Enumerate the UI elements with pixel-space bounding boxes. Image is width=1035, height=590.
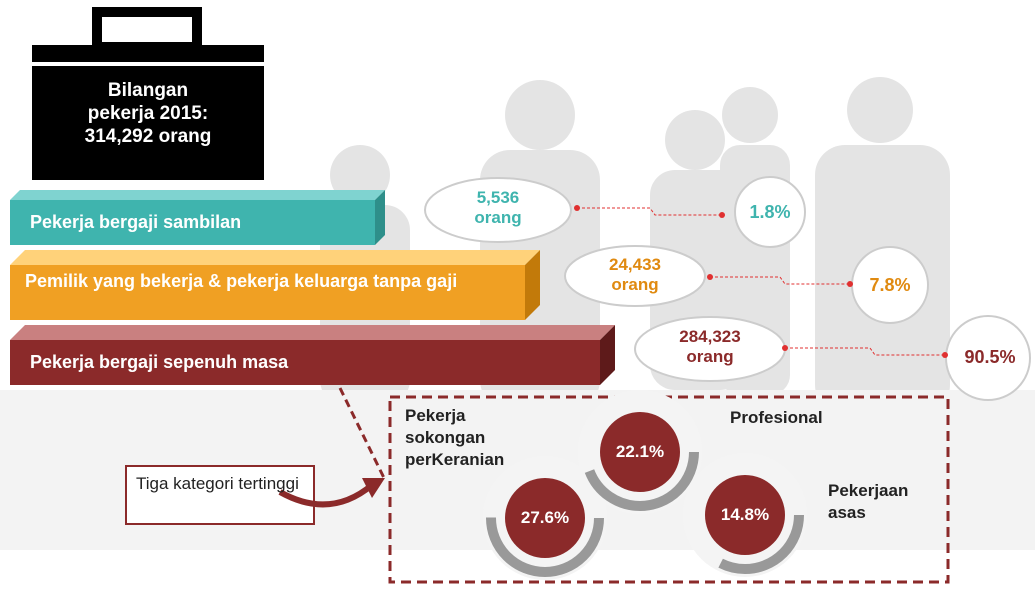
count-number: 284,323 [650,327,770,347]
briefcase-line: Bilangan [32,80,264,103]
row-label: Pekerja bergaji sepenuh masa [30,352,288,374]
briefcase-line: 314,292 orang [32,126,264,149]
count-unit: orang [650,347,770,367]
category-percent: 22.1% [600,442,680,462]
percent: 1.8% [735,202,805,224]
briefcase-line: pekerja 2015: [32,103,264,126]
percent: 90.5% [948,347,1032,369]
row-label: Pekerja bergaji sambilan [30,212,241,234]
category-percent: 14.8% [705,505,785,525]
row-label: Pemilik yang bekerja & pekerja keluarga … [25,268,495,294]
category-percent: 27.6% [505,508,585,528]
percent: 7.8% [852,275,928,297]
count-unit: orang [575,275,695,295]
count-unit: orang [438,208,558,228]
count-number: 5,536 [438,188,558,208]
callout-text: Tiga kategori tertinggi [136,472,306,495]
briefcase-text: Bilangan pekerja 2015: 314,292 orang [32,80,264,148]
infographic: Bilangan pekerja 2015: 314,292 orang Pek… [0,0,1035,590]
count-number: 24,433 [575,255,695,275]
category-label: Pekerjaan asas [828,480,928,524]
category-label: Profesional [730,408,823,428]
category-label: Pekerja sokongan perKeranian [405,405,545,471]
